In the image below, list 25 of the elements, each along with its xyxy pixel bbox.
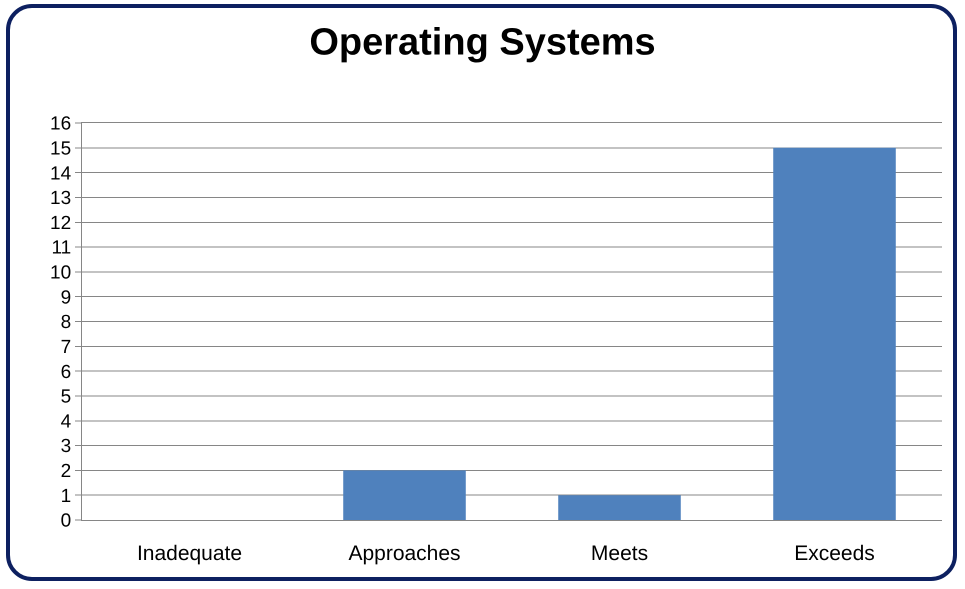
x-tick-label: Approaches [348,542,461,566]
y-tick-label: 16 [50,114,72,135]
y-tick-label: 0 [60,510,72,532]
y-tick-label: 2 [60,461,72,482]
x-tick-label: Exceeds [794,542,875,566]
bar [558,495,681,520]
y-tick-label: 10 [50,262,72,284]
y-tick-label: 13 [50,188,72,210]
y-tick-label: 5 [60,386,72,408]
chart-title: Operating Systems [309,22,656,64]
y-tick-label: 1 [60,486,72,507]
y-tick-label: 15 [50,138,72,160]
y-tick-label: 12 [50,212,72,234]
y-tick-label: 3 [60,436,72,458]
y-tick-label: 8 [60,312,72,334]
y-tick-label: 4 [60,411,72,432]
y-tick-label: 6 [60,362,72,383]
bar [343,470,466,520]
x-tick-label: Meets [590,542,648,566]
x-tick-label: Inadequate [136,542,242,566]
y-tick-label: 11 [51,238,72,259]
y-tick-label: 7 [60,336,72,358]
y-tick-label: 14 [50,163,72,184]
bar [773,148,896,520]
y-tick-label: 9 [60,287,72,308]
